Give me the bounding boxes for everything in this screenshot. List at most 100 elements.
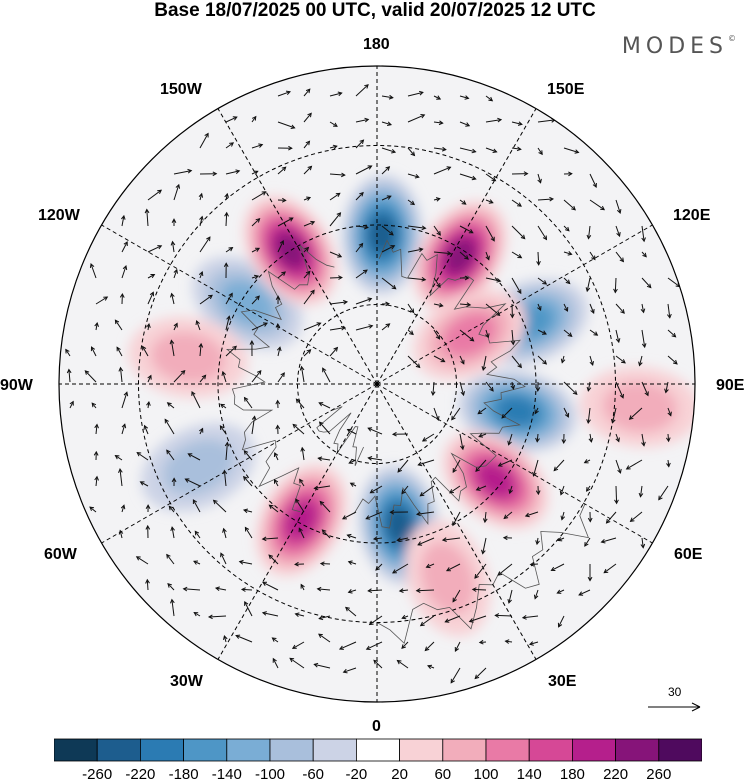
wind-vector: [557, 537, 565, 542]
wind-vector: [91, 402, 97, 409]
wind-vector: [251, 217, 261, 227]
colorbar-tick-label: -220: [125, 766, 156, 783]
lon-label-90e: 90E: [716, 377, 745, 394]
wind-vector: [262, 581, 279, 591]
wind-vector: [459, 381, 465, 397]
wind-vector: [401, 641, 409, 649]
wind-vector: [578, 589, 591, 596]
wind-vector: [557, 615, 565, 628]
wind-vector: [249, 340, 255, 357]
lon-label-60e: 60E: [674, 546, 703, 563]
wind-vector: [171, 218, 177, 226]
lon-label-30e: 30E: [548, 673, 577, 690]
wind-vector: [561, 433, 567, 445]
colorbar-segment: [572, 738, 617, 762]
wind-vector: [415, 511, 435, 517]
colorbar-tick-label: -60: [302, 766, 325, 783]
colorbar-tick-label: 180: [559, 766, 585, 783]
colorbar-segment: [399, 738, 444, 762]
lon-label-120e: 120E: [673, 207, 711, 224]
wind-vector: [329, 299, 349, 305]
wind-vector: [225, 247, 234, 253]
colorbar-segment: [658, 738, 702, 762]
wind-vector: [347, 589, 357, 594]
wind-vector: [563, 277, 571, 285]
wind-vector: [407, 225, 427, 231]
wind-vector: [441, 537, 461, 542]
wind-vector: [118, 529, 124, 539]
wind-vector: [224, 441, 230, 461]
wind-vector: [329, 251, 343, 258]
wind-vector: [381, 277, 397, 290]
wind-vector: [511, 121, 523, 126]
wind-vector: [475, 459, 487, 472]
wind-vector: [251, 191, 267, 201]
wind-vector: [391, 431, 409, 437]
wind-vector: [193, 611, 201, 617]
lon-label-0: 0: [372, 718, 381, 735]
wind-vector: [120, 504, 126, 513]
wind-vector: [640, 303, 646, 314]
wind-vector: [667, 329, 677, 338]
wind-vector: [454, 641, 461, 652]
wind-vector: [303, 270, 311, 279]
wind-vector: [94, 475, 99, 487]
wind-vector: [346, 428, 357, 435]
colorbar-tick-label: 260: [646, 766, 672, 783]
wind-vector: [589, 251, 596, 261]
wind-vector: [251, 115, 257, 123]
anomaly-high-1: [413, 201, 507, 311]
wind-vector: [303, 196, 312, 201]
wind-vector: [114, 455, 123, 461]
wind-vector: [329, 172, 346, 178]
colorbar-segment: [442, 738, 487, 762]
wind-vector: [147, 274, 156, 279]
wind-vector: [524, 511, 539, 518]
wind-vector: [342, 667, 357, 674]
meridian-line: [217, 108, 378, 385]
wind-vector: [355, 117, 370, 123]
wind-vector: [401, 614, 409, 620]
wind-vector: [273, 452, 279, 461]
colorbar-segment: [528, 738, 573, 762]
wind-vector: [459, 355, 465, 365]
wind-vector: [665, 433, 671, 443]
wind-vector: [381, 323, 391, 331]
wind-vector: [225, 142, 235, 149]
wind-vector: [192, 499, 201, 513]
brand-logo: MODES©: [622, 34, 736, 59]
anomaly-layer: [128, 174, 695, 637]
colorbar-segment: [485, 738, 530, 762]
wind-vector: [114, 319, 123, 331]
wind-vector: [65, 348, 71, 357]
wind-vector: [485, 303, 501, 316]
wind-vector: [121, 214, 126, 227]
wind-vector: [433, 120, 444, 126]
wind-vector: [563, 329, 573, 337]
wind-vector: [268, 504, 279, 513]
wind-vector: [121, 423, 127, 435]
wind-vector: [170, 526, 175, 539]
wind-vector: [166, 553, 175, 565]
wind-vector: [381, 301, 391, 307]
colorbar-segment: [140, 738, 185, 762]
wind-vector: [534, 407, 539, 415]
wind-vector: [459, 147, 477, 154]
wind-vector: [277, 271, 287, 279]
wind-vector: [391, 563, 409, 574]
wind-vector: [299, 365, 305, 383]
wind-vector: [401, 485, 409, 495]
wind-vector: [367, 588, 383, 594]
wind-vector: [537, 173, 542, 184]
wind-vector: [563, 251, 573, 256]
wind-vector: [511, 355, 522, 369]
wind-vector: [318, 421, 331, 435]
wind-vector: [329, 212, 342, 227]
wind-vector: [219, 425, 227, 435]
wind-vector: [504, 639, 513, 644]
wind-vector: [433, 146, 447, 152]
wind-vector: [173, 369, 186, 383]
wind-vector: [251, 247, 261, 253]
wind-vector: [610, 407, 617, 424]
wind-vector: [173, 168, 193, 175]
